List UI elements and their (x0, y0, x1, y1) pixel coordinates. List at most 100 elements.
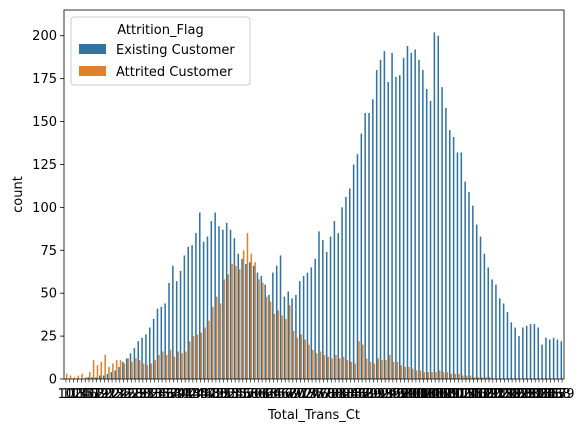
plot-frame (63, 9, 565, 380)
x-tick-label: 75 (308, 387, 325, 402)
bar (133, 348, 136, 379)
x-tick-label: 87 (354, 387, 371, 402)
x-tick-label: 111 (442, 387, 467, 402)
x-tick-label: 78 (319, 387, 336, 402)
bar (346, 360, 349, 379)
bar (110, 372, 113, 379)
bar (314, 258, 316, 379)
bar (172, 265, 174, 379)
bar (400, 365, 403, 379)
bar (433, 32, 436, 380)
bar (287, 291, 289, 379)
bar (283, 296, 286, 379)
x-tick-label: 37 (161, 387, 178, 402)
x-tick-label: 13 (69, 387, 86, 402)
bar (239, 269, 241, 379)
x-tick-label: 46 (196, 387, 213, 402)
x-tick-label: 103 (411, 387, 436, 402)
x-tick-label: 130 (515, 387, 540, 402)
bar (245, 264, 247, 379)
x-tick-label: 54 (227, 387, 244, 402)
bar (373, 363, 376, 379)
bar (322, 239, 324, 379)
bar (319, 351, 322, 379)
bar (335, 354, 337, 379)
bar (545, 337, 547, 379)
bar (312, 349, 314, 379)
bar (483, 253, 486, 379)
x-tick-label: 126 (500, 387, 525, 402)
bar (468, 191, 470, 379)
x-tick-label: 125 (496, 387, 521, 402)
bar (200, 332, 203, 379)
bar (210, 221, 213, 379)
bar (89, 372, 91, 379)
x-tick-label: 136 (538, 387, 563, 402)
bar (154, 360, 156, 379)
bar (277, 310, 279, 379)
bar (100, 361, 103, 379)
bar (102, 375, 105, 379)
x-tick-label: 18 (88, 387, 105, 402)
bar (449, 130, 451, 379)
x-tick-label: 73 (300, 387, 317, 402)
bar (514, 327, 516, 379)
bar (265, 296, 268, 379)
x-tick-label: 74 (304, 387, 321, 402)
x-tick-label: 81 (331, 387, 348, 402)
bar (446, 372, 449, 379)
bar (383, 51, 386, 379)
x-tick-label: 51 (215, 387, 232, 402)
bar (141, 337, 143, 379)
bar (204, 327, 206, 379)
x-tick-label: 30 (135, 387, 152, 402)
bar (360, 133, 363, 379)
x-tick-label: 89 (361, 387, 378, 402)
bar (310, 267, 313, 379)
bar (402, 58, 405, 379)
x-tick-label: 26 (119, 387, 136, 402)
x-tick-label: 55 (231, 387, 248, 402)
bar (191, 245, 193, 379)
bar (195, 233, 197, 379)
bar (300, 334, 303, 379)
bar (256, 272, 259, 379)
bar (410, 52, 413, 379)
x-tick-label: 80 (327, 387, 344, 402)
bar (183, 255, 186, 379)
x-tick-label: 76 (311, 387, 328, 402)
y-tick-label: 125 (32, 158, 57, 173)
x-tick-label: 121 (480, 387, 505, 402)
bar (160, 306, 163, 379)
x-tick-label: 23 (108, 387, 125, 402)
bar (249, 262, 251, 379)
x-tick-label: 35 (154, 387, 171, 402)
bar (356, 154, 359, 379)
bar (275, 265, 278, 379)
bar (106, 373, 109, 379)
bar (295, 294, 297, 379)
x-tick-label: 131 (519, 387, 544, 402)
bar (481, 377, 483, 379)
bar (112, 363, 114, 379)
x-tick-label: 134 (530, 387, 555, 402)
bar (418, 59, 420, 379)
y-tick-label: 100 (32, 201, 57, 216)
bar (419, 370, 422, 379)
bar (215, 296, 218, 379)
x-tick-label: 16 (81, 387, 98, 402)
x-tick-label: 61 (254, 387, 271, 402)
bar (233, 238, 236, 379)
bar (199, 212, 201, 379)
x-tick-label: 124 (492, 387, 517, 402)
bar (458, 373, 460, 379)
bar (495, 284, 497, 379)
bar (229, 229, 232, 379)
bar (131, 361, 133, 379)
x-tick-label: 77 (315, 387, 332, 402)
bar (354, 363, 356, 379)
bar (502, 303, 505, 379)
bar (302, 276, 305, 379)
bar (525, 325, 528, 379)
x-tick-label: 132 (523, 387, 548, 402)
